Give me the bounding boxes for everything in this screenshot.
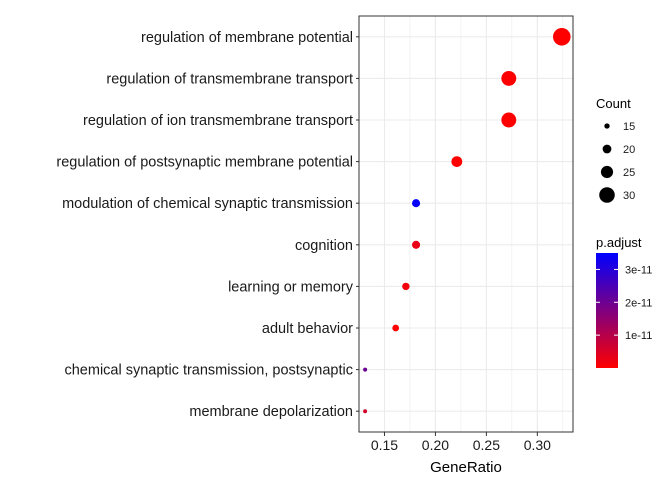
legend-count: Count 15 20 25 30: [596, 96, 635, 203]
x-axis: 0.15 0.20 0.25 0.30: [371, 432, 551, 453]
data-point: [402, 282, 410, 291]
y-tick-label: regulation of ion transmembrane transpor…: [83, 113, 353, 129]
y-tick-label: cognition: [295, 238, 353, 254]
data-point: [501, 112, 517, 128]
data-point: [363, 367, 368, 372]
x-tick-label: 0.30: [524, 437, 551, 453]
y-tick-label: adult behavior: [262, 321, 353, 337]
legend-count-key: [600, 165, 614, 179]
legend-padjust-colorbar: [596, 253, 618, 368]
data-point: [392, 324, 400, 332]
legend-count-items: 15 20 25 30: [599, 121, 635, 203]
y-axis: regulation of membrane potential regulati…: [56, 30, 359, 420]
legend-padjust-ticks: 1e-11 2e-11 3e-11: [596, 264, 652, 342]
x-axis-label: GeneRatio: [430, 459, 502, 476]
y-tick-label: modulation of chemical synaptic transmis…: [62, 196, 353, 212]
legend-padjust-label: 1e-11: [625, 330, 652, 342]
data-point: [412, 240, 421, 249]
legend-count-key: [602, 144, 612, 154]
plot-panel-border: [358, 15, 574, 433]
legend-count-key: [604, 123, 610, 129]
data-point: [451, 156, 463, 168]
data-point: [552, 28, 571, 46]
y-tick-label: learning or memory: [228, 279, 354, 295]
legend-count-label: 30: [623, 190, 635, 202]
y-tick-label: chemical synaptic transmission, postsyna…: [64, 363, 353, 379]
grid-lines: [359, 16, 573, 432]
data-point: [412, 199, 421, 208]
legend-count-key: [599, 187, 615, 203]
legend-padjust-label: 3e-11: [625, 264, 652, 276]
legend-count-label: 20: [623, 144, 635, 156]
data-point: [501, 70, 517, 86]
data-points: [363, 28, 571, 414]
y-tick-label: regulation of transmembrane transport: [106, 71, 353, 87]
y-tick-label: membrane depolarization: [189, 404, 353, 420]
y-tick-label: regulation of membrane potential: [141, 30, 353, 46]
x-tick-label: 0.25: [473, 437, 500, 453]
legend-count-label: 25: [623, 167, 635, 179]
legend-count-label: 15: [623, 121, 635, 133]
legend-padjust: p.adjust 1e-11 2e-11 3e-11: [596, 235, 652, 368]
legend-count-title: Count: [596, 96, 631, 111]
legend-padjust-title: p.adjust: [596, 235, 642, 250]
x-tick-label: 0.20: [422, 437, 449, 453]
legend-padjust-label: 2e-11: [625, 297, 652, 309]
data-point: [363, 409, 368, 414]
y-tick-label: regulation of postsynaptic membrane pote…: [56, 155, 353, 171]
x-tick-label: 0.15: [371, 437, 398, 453]
